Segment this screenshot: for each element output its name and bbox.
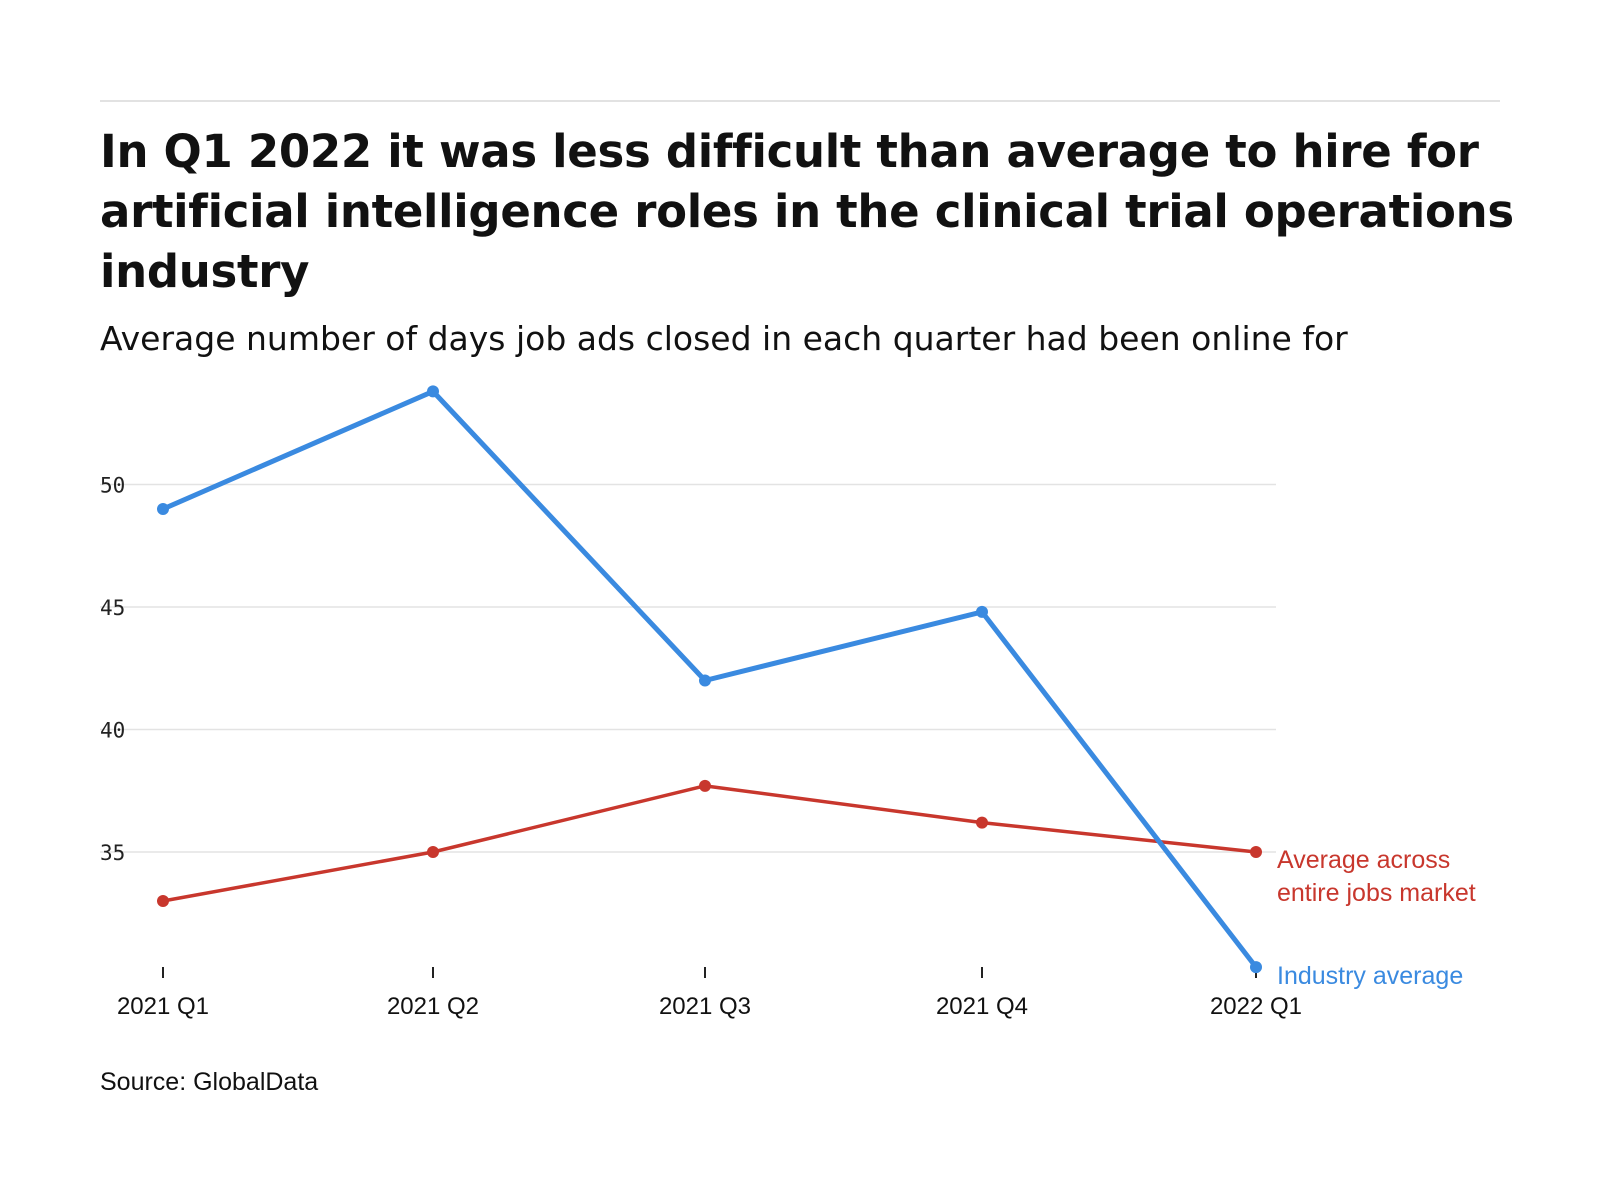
x-tick-label: 2022 Q1 — [1210, 993, 1302, 1020]
y-tick-label: 35 — [100, 841, 125, 865]
x-tick-label: 2021 Q4 — [936, 993, 1028, 1020]
data-point — [157, 895, 169, 907]
x-tick-label: 2021 Q2 — [387, 993, 479, 1020]
source-note: Source: GlobalData — [100, 1068, 319, 1096]
legend-label-industry: Industry average — [1277, 962, 1463, 990]
x-tick-label: 2021 Q3 — [659, 993, 751, 1020]
legend-label-market: entire jobs market — [1277, 879, 1476, 907]
data-point — [976, 605, 988, 618]
x-tick-label: 2021 Q1 — [117, 993, 209, 1020]
data-point — [976, 816, 988, 829]
y-tick-label: 50 — [100, 474, 125, 498]
y-tick-label: 40 — [100, 719, 125, 743]
data-point — [427, 846, 439, 858]
data-point — [1250, 846, 1262, 858]
y-tick-label: 45 — [100, 596, 125, 620]
chart-title: In Q1 2022 it was less difficult than av… — [100, 125, 1514, 298]
data-point — [427, 385, 439, 398]
data-point — [1250, 961, 1262, 974]
data-point — [699, 674, 711, 687]
legend-label-market: Average across — [1277, 846, 1450, 874]
top-rule — [100, 100, 1500, 102]
chart-subtitle: Average number of days job ads closed in… — [100, 319, 1348, 358]
data-point — [699, 779, 711, 792]
series-line-market — [162, 784, 1257, 903]
data-point — [157, 503, 169, 515]
